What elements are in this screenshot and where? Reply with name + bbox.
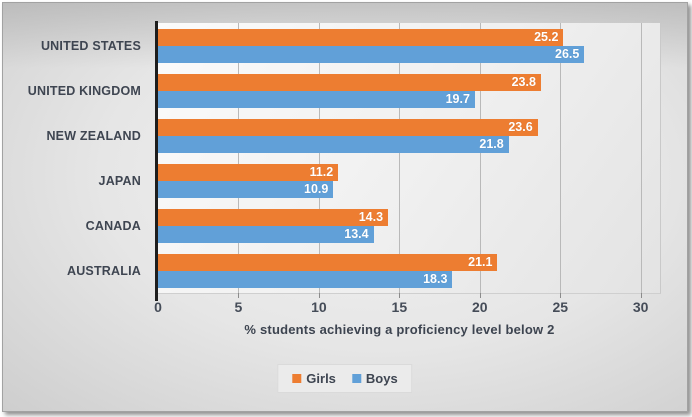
bar-group-japan: 11.2 10.9 (158, 158, 660, 203)
bar-value-label: 26.5 (555, 47, 580, 61)
tick-mark-20 (479, 293, 481, 298)
boys-bar: 19.7 (158, 91, 475, 108)
bar-group-united-kingdom: 23.8 19.7 (158, 68, 660, 113)
bar-value-label: 11.2 (309, 165, 334, 179)
bar-value-label: 21.8 (479, 137, 504, 151)
bar-value-label: 19.7 (445, 92, 470, 106)
boys-bar: 18.3 (158, 271, 453, 288)
tick-mark-10 (318, 293, 320, 298)
girls-bar: 25.2 (158, 29, 564, 46)
tick-label-20: 20 (471, 299, 488, 315)
tick-mark-15 (399, 293, 401, 298)
bar-value-label: 23.8 (511, 75, 536, 89)
chart-frame: UNITED STATES UNITED KINGDOM NEW ZEALAND JA… (2, 2, 688, 412)
boys-bar: 10.9 (158, 181, 334, 198)
tick-label-15: 15 (391, 299, 408, 315)
legend-item-girls: Girls (292, 371, 336, 386)
category-label: JAPAN (98, 173, 141, 188)
tick-mark-25 (560, 293, 562, 298)
gridline-20 (479, 23, 481, 293)
category-label: NEW ZEALAND (46, 128, 141, 143)
tick-label-10: 10 (311, 299, 327, 315)
legend-label: Girls (306, 371, 336, 386)
gridline-30 (640, 23, 642, 293)
bar-value-label: 21.1 (468, 255, 493, 269)
legend: Girls Boys (277, 364, 413, 393)
bar-group-united-states: 25.2 26.5 (158, 23, 660, 68)
girls-series-marker-icon (292, 374, 302, 383)
girls-bar: 23.6 (158, 119, 538, 136)
category-axis: UNITED STATES UNITED KINGDOM NEW ZEALAND JA… (3, 23, 150, 293)
bar-value-label: 13.4 (344, 227, 369, 241)
category-label: UNITED KINGDOM (27, 83, 141, 98)
legend-label: Boys (365, 371, 398, 386)
tick-label-30: 30 (632, 299, 649, 315)
boys-bar: 13.4 (158, 226, 374, 243)
legend-item-boys: Boys (351, 371, 398, 386)
gridline-25 (560, 23, 562, 293)
category-label: AUSTRALIA (66, 263, 141, 278)
gridline-10 (318, 23, 320, 293)
gridline-15 (399, 23, 401, 293)
girls-bar: 14.3 (158, 209, 389, 226)
tick-label-25: 25 (552, 299, 569, 315)
bar-value-label: 14.3 (358, 210, 384, 224)
boys-series-marker-icon (351, 374, 361, 383)
bar-value-label: 18.3 (423, 272, 448, 286)
value-axis-zero-line (155, 21, 158, 301)
tick-label-5: 5 (234, 299, 243, 315)
category-label: CANADA (85, 218, 141, 233)
girls-bar: 11.2 (158, 164, 339, 181)
girls-bar: 23.8 (158, 74, 541, 91)
plot-area: 25.2 26.5 23.8 19.7 23.6 21.8 11.2 10.9 14.3 13.4… (158, 23, 661, 294)
bar-group-canada: 14.3 13.4 (158, 203, 660, 248)
boys-bar: 21.8 (158, 136, 509, 153)
tick-mark-5 (238, 293, 240, 298)
category-label: UNITED STATES (40, 38, 141, 53)
bar-group-new-zealand: 23.6 21.8 (158, 113, 660, 158)
bar-value-label: 23.6 (508, 120, 533, 134)
bar-value-label: 25.2 (534, 30, 559, 44)
gridline-5 (238, 23, 240, 293)
bar-value-label: 10.9 (304, 182, 329, 196)
bar-group-australia: 21.1 18.3 (158, 248, 660, 293)
tick-mark-30 (640, 293, 642, 298)
girls-bar: 21.1 (158, 254, 498, 271)
tick-label-0: 0 (154, 299, 162, 315)
boys-bar: 26.5 (158, 46, 585, 63)
x-axis-title: % students achieving a proficiency level… (244, 322, 555, 337)
